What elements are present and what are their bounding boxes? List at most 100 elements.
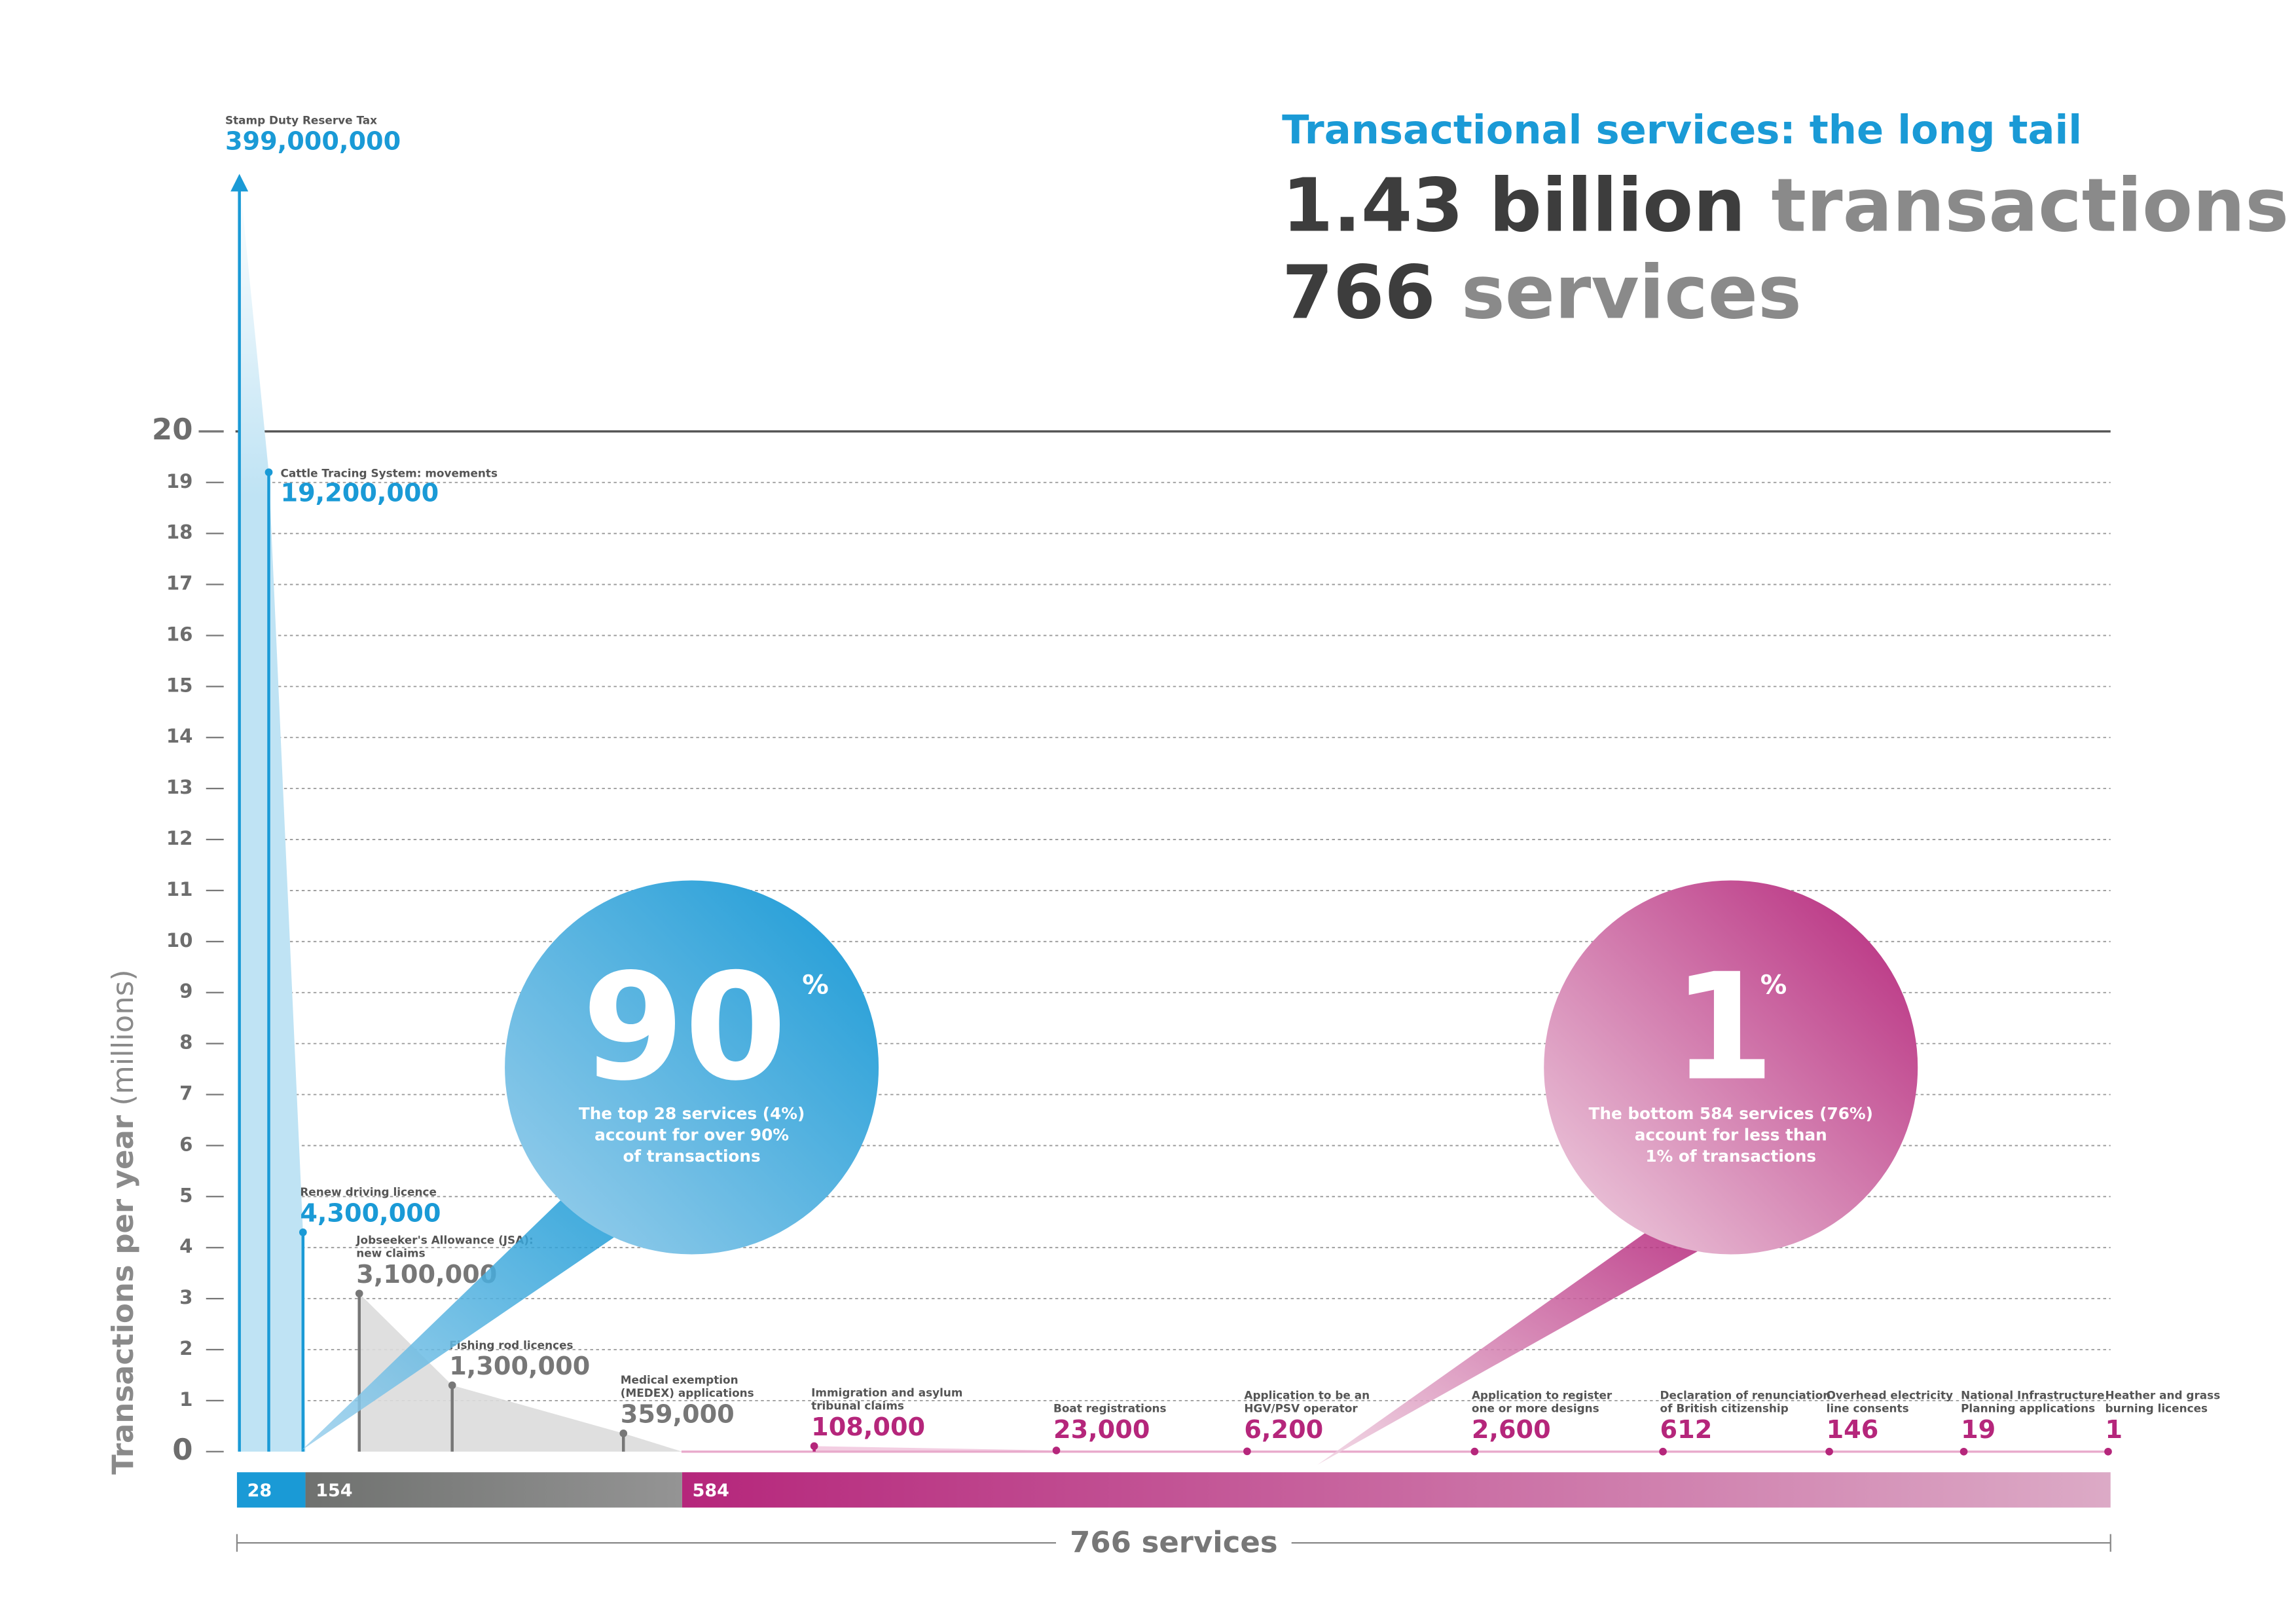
segment-label: 28 <box>247 1481 272 1501</box>
dot <box>355 1289 363 1298</box>
total-label: 766 services <box>1070 1524 1278 1559</box>
segment <box>236 1472 306 1508</box>
y-tick-label: 8 <box>179 1031 192 1054</box>
arrow-head <box>230 174 249 192</box>
service-value: 19,200,000 <box>280 479 439 507</box>
dot <box>299 1228 307 1236</box>
service-name: Heather and grass <box>2105 1388 2221 1401</box>
service-name: Boat registrations <box>1053 1402 1167 1415</box>
service-name: of British citizenship <box>1660 1402 1789 1415</box>
dot <box>1243 1447 1251 1456</box>
service-name: Planning applications <box>1961 1402 2095 1415</box>
segment-label: 154 <box>316 1481 352 1501</box>
callout-tail <box>301 1200 614 1450</box>
headline-number: 766 <box>1282 249 1436 335</box>
segment <box>305 1472 682 1508</box>
service-name: one or more designs <box>1472 1402 1599 1415</box>
y-tick-label: 13 <box>166 776 193 798</box>
dot <box>1052 1447 1061 1454</box>
headline: 766 services <box>1282 249 1802 335</box>
y-tick-label: 1 <box>179 1388 192 1411</box>
callout-unit: % <box>1760 969 1787 1000</box>
service-value: 612 <box>1660 1416 1713 1445</box>
service-name: Cattle Tracing System: movements <box>280 466 498 479</box>
callout-bubble <box>1544 880 1918 1255</box>
headline-word: transactions <box>1771 162 2289 248</box>
headline: 1.43 billion transactions <box>1282 162 2289 248</box>
dot <box>1659 1447 1667 1456</box>
service-name: Application to be an <box>1244 1388 1370 1401</box>
callout-tail <box>1317 1233 1698 1466</box>
service-value: 146 <box>1827 1416 1879 1445</box>
service-value: 19 <box>1961 1416 1995 1445</box>
y-tick-label: 19 <box>166 470 193 492</box>
service-name: Application to register <box>1472 1388 1613 1401</box>
y-tick-label: 7 <box>179 1082 192 1105</box>
y-tick-label: 10 <box>166 929 193 951</box>
segment-label: 584 <box>693 1481 729 1501</box>
callout-text: account for less than <box>1635 1126 1827 1145</box>
headline-number: 1.43 billion <box>1282 162 1745 248</box>
y-axis-label-unit: (millions) <box>105 969 140 1105</box>
y-tick-label: 5 <box>179 1184 192 1206</box>
service-name: Immigration and asylum <box>811 1386 962 1399</box>
y-tick-label: 11 <box>166 878 193 900</box>
service-name: (MEDEX) applications <box>621 1386 754 1399</box>
callout-text: The top 28 services (4%) <box>579 1104 805 1123</box>
y-axis-label: Transactions per year (millions) <box>105 969 140 1475</box>
area <box>359 1293 682 1452</box>
y-tick-label: 16 <box>166 623 193 645</box>
service-name: Overhead electricity <box>1827 1388 1953 1401</box>
service-name: HGV/PSV operator <box>1244 1402 1358 1415</box>
callout-unit: % <box>802 969 829 1000</box>
service-name: Fishing rod licences <box>449 1338 573 1352</box>
service-value: 4,300,000 <box>300 1199 441 1228</box>
y-tick-label: 18 <box>166 521 193 544</box>
service-name: Stamp Duty Reserve Tax <box>225 114 377 127</box>
area <box>239 176 306 1452</box>
callout-number: 90 <box>582 942 787 1114</box>
dot <box>2104 1447 2112 1456</box>
y-tick-label: 20 <box>152 412 193 447</box>
y-tick-label: 12 <box>166 827 193 849</box>
service-name: Renew driving licence <box>300 1185 437 1198</box>
segment <box>682 1472 2111 1508</box>
service-name: Medical exemption <box>621 1373 738 1386</box>
service-value: 23,000 <box>1053 1416 1150 1445</box>
headline-word: services <box>1461 249 1802 335</box>
y-tick-label: 17 <box>166 572 193 595</box>
service-name: new claims <box>356 1247 425 1260</box>
callout-number: 1 <box>1672 942 1774 1114</box>
service-name: burning licences <box>2105 1402 2208 1415</box>
y-tick-label: 3 <box>179 1286 192 1308</box>
y-tick-label: 6 <box>179 1133 192 1155</box>
service-value: 108,000 <box>811 1413 925 1442</box>
dot <box>1470 1447 1479 1456</box>
y-tick-label: 0 <box>172 1432 192 1467</box>
y-tick-label: 4 <box>179 1235 192 1257</box>
dot <box>810 1442 818 1450</box>
y-tick-label: 2 <box>179 1337 192 1359</box>
service-name: line consents <box>1827 1402 1909 1415</box>
service-value: 6,200 <box>1244 1416 1323 1445</box>
y-tick-label: 14 <box>166 725 193 747</box>
service-name: Jobseeker's Allowance (JSA): <box>355 1233 533 1246</box>
callout-text: The bottom 584 services (76%) <box>1589 1104 1873 1123</box>
callout-text: account for over 90% <box>594 1126 789 1145</box>
service-value: 399,000,000 <box>225 128 401 157</box>
service-name: National Infrastructure <box>1961 1388 2104 1401</box>
service-value: 359,000 <box>621 1400 735 1429</box>
y-tick-label: 15 <box>166 674 193 696</box>
callout-text: 1% of transactions <box>1645 1147 1816 1166</box>
service-value: 2,600 <box>1472 1416 1551 1445</box>
dot <box>619 1429 628 1437</box>
title: Transactional services: the long tail <box>1282 107 2082 153</box>
service-name: Declaration of renunciation <box>1660 1388 1831 1401</box>
dot <box>448 1381 456 1390</box>
y-tick-label: 9 <box>179 980 192 1003</box>
service-value: 1,300,000 <box>449 1352 590 1381</box>
dot <box>1825 1447 1833 1456</box>
callout-text: of transactions <box>623 1147 760 1166</box>
callout-bubble <box>505 880 879 1255</box>
